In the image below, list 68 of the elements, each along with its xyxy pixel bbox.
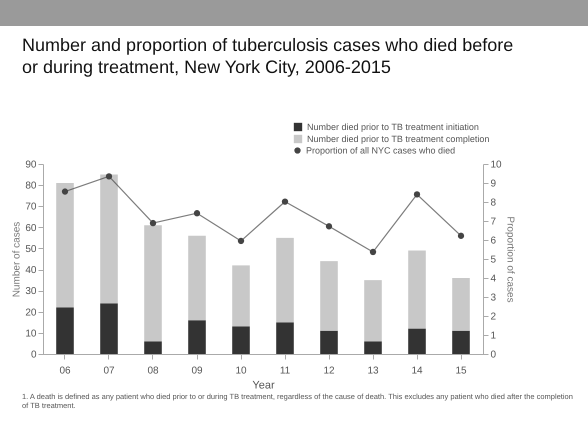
x-tick-label: 12 [323,366,335,376]
y2-axis-title: Proportion of cases [504,216,516,303]
bar [56,308,74,354]
bar [364,280,382,342]
y-tick-label: 0 [30,350,37,360]
x-tick-label: 15 [455,366,467,376]
legend-label: Number died prior to TB treatment completion [307,134,490,144]
y-tick-label: 50 [25,244,37,255]
bar [452,278,470,331]
bar [408,250,426,329]
x-tick-label: 13 [367,366,379,376]
x-tick-label: 07 [103,366,115,376]
y2-tick-label: 8 [490,198,496,208]
bar [188,320,206,354]
bar [100,174,118,304]
point [150,220,156,226]
point [326,223,332,230]
point [62,188,68,195]
y2-tick-label: 4 [490,274,496,284]
point [282,198,288,205]
point [106,173,112,180]
x-tick-label: 09 [191,366,203,376]
y-tick-label: 80 [25,180,37,192]
bar [232,326,250,354]
x-axis-title: Year [252,380,275,392]
y-tick-label: 10 [25,328,37,340]
bar [144,341,162,354]
bar [452,330,470,354]
bar [100,303,118,354]
y-tick-label: 70 [25,202,37,213]
bar [276,238,294,322]
x-tick-label: 08 [147,366,159,376]
y2-tick-label: 1 [490,330,496,342]
bar [232,265,250,327]
y-axis-title: Number of cases [11,222,22,298]
bar [408,328,426,354]
x-tick-label: 14 [411,366,423,376]
point [370,248,376,256]
bar [144,225,162,342]
bar [188,236,206,320]
y-tick-label: 30 [25,286,37,298]
y2-tick-label: 0 [490,350,496,360]
y-tick-label: 40 [25,265,37,276]
point [458,232,464,239]
bar [276,322,294,354]
point [238,238,244,244]
legend-label: Proportion of all NYC cases who died [306,146,456,156]
point [194,210,200,216]
bar [320,261,338,331]
y2-tick-label: 10 [490,160,502,170]
y2-tick-label: 6 [490,236,496,246]
bar [320,330,338,354]
x-tick-label: 10 [235,366,247,376]
y2-tick-label: 2 [490,312,496,322]
y2-tick-label: 5 [490,254,496,266]
bar [56,183,74,308]
point [414,191,420,198]
legend-label: Number died prior to TB treatment initiation [307,122,479,132]
x-tick-label: 06 [59,366,71,376]
y2-tick-label: 9 [490,178,496,190]
y2-tick-label: 3 [490,292,496,304]
chart-title: Number and proportion of tuberculosis cases who died before or during treatment, New York City, 2006-2015 [22,34,514,78]
y-tick-label: 20 [25,307,37,318]
y2-tick-label: 7 [490,216,496,228]
bar [364,341,382,354]
x-tick-label: 11 [280,366,291,376]
y-tick-label: 90 [25,160,37,170]
y-tick-label: 60 [25,222,37,234]
